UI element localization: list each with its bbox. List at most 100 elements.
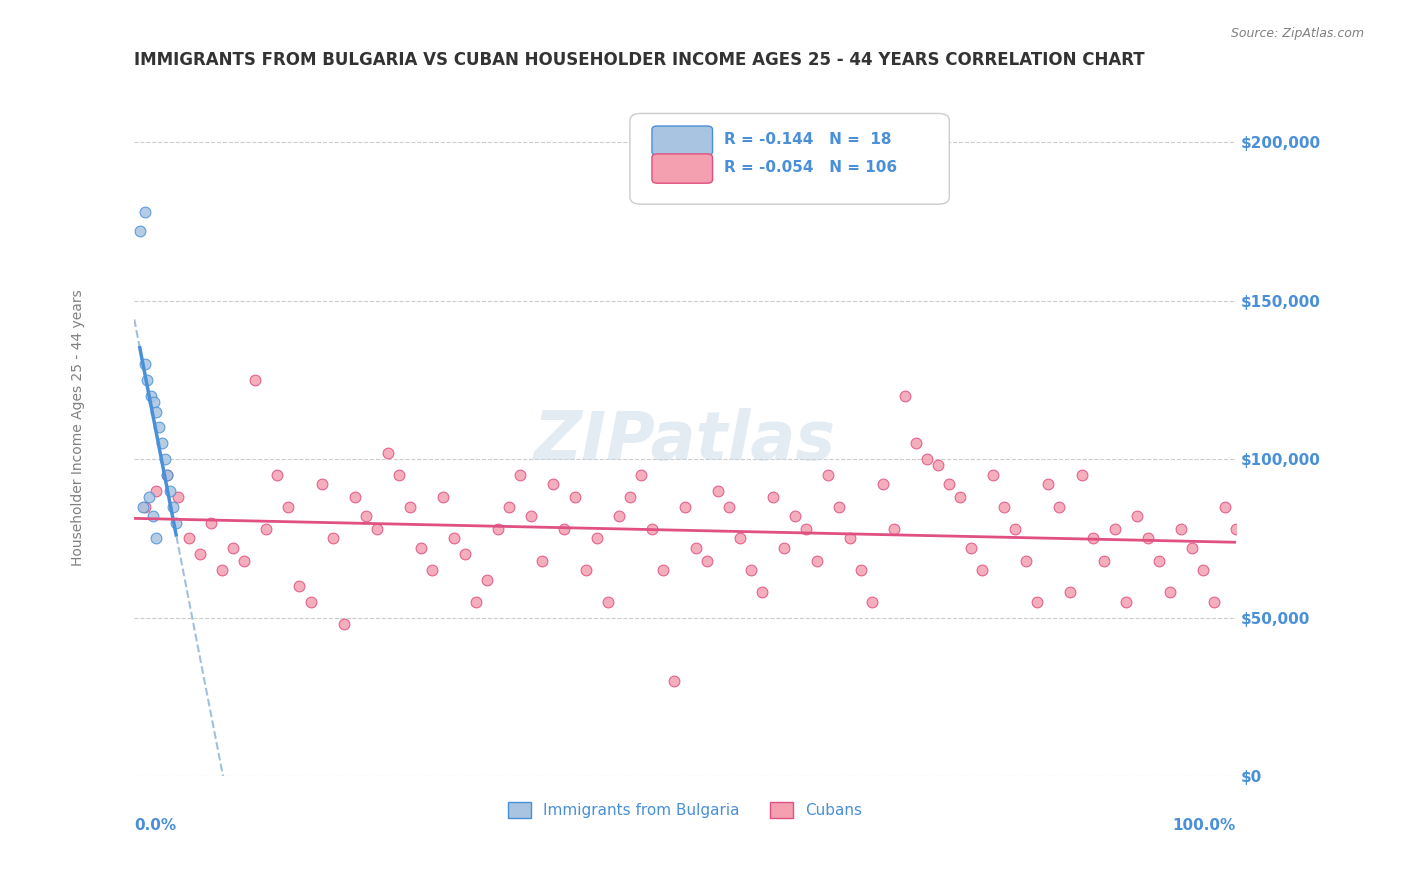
Point bbox=[1081, 532, 1104, 546]
Y-axis label: Householder Income Ages 25 - 44 years: Householder Income Ages 25 - 44 years bbox=[70, 289, 84, 566]
Point bbox=[409, 541, 432, 555]
Text: IMMIGRANTS FROM BULGARIA VS CUBAN HOUSEHOLDER INCOME AGES 25 - 44 YEARS CORRELAT: IMMIGRANTS FROM BULGARIA VS CUBAN HOUSEH… bbox=[135, 51, 1144, 69]
Point bbox=[707, 483, 730, 498]
Point bbox=[1092, 553, 1115, 567]
Point bbox=[1070, 467, 1092, 482]
Point bbox=[136, 373, 159, 387]
Point bbox=[486, 522, 509, 536]
Point bbox=[641, 522, 664, 536]
Point bbox=[860, 595, 883, 609]
Point bbox=[211, 563, 233, 577]
Point bbox=[277, 500, 299, 514]
Point bbox=[454, 547, 477, 561]
Point bbox=[190, 547, 212, 561]
Point bbox=[134, 204, 156, 219]
Point bbox=[145, 532, 167, 546]
Text: ZIPatlas: ZIPatlas bbox=[534, 409, 837, 475]
Text: Source: ZipAtlas.com: Source: ZipAtlas.com bbox=[1230, 27, 1364, 40]
Point bbox=[785, 509, 807, 524]
Text: R = -0.054   N = 106: R = -0.054 N = 106 bbox=[724, 161, 897, 176]
Point bbox=[530, 553, 553, 567]
Point bbox=[1026, 595, 1049, 609]
Point bbox=[1247, 573, 1270, 587]
Point bbox=[794, 522, 817, 536]
Point bbox=[905, 436, 928, 450]
Point bbox=[420, 563, 443, 577]
Text: 100.0%: 100.0% bbox=[1173, 818, 1236, 833]
Point bbox=[1038, 477, 1060, 491]
Point bbox=[1279, 553, 1302, 567]
Point bbox=[1191, 563, 1213, 577]
Legend: Immigrants from Bulgaria, Cubans: Immigrants from Bulgaria, Cubans bbox=[502, 797, 869, 824]
Point bbox=[1049, 500, 1071, 514]
Point bbox=[1004, 522, 1026, 536]
Point bbox=[179, 532, 201, 546]
Point bbox=[266, 467, 288, 482]
Point bbox=[586, 532, 609, 546]
Point bbox=[938, 477, 960, 491]
Point bbox=[630, 467, 652, 482]
Point bbox=[1125, 509, 1147, 524]
Point bbox=[817, 467, 839, 482]
Point bbox=[718, 500, 741, 514]
Point bbox=[1147, 553, 1170, 567]
Point bbox=[1225, 522, 1247, 536]
Point bbox=[619, 490, 641, 504]
Point bbox=[1059, 585, 1081, 599]
Point bbox=[520, 509, 543, 524]
Point bbox=[200, 516, 222, 530]
Point bbox=[828, 500, 851, 514]
Point bbox=[596, 595, 619, 609]
Point bbox=[256, 522, 278, 536]
Point bbox=[1257, 595, 1279, 609]
Point bbox=[1159, 585, 1181, 599]
Point bbox=[143, 395, 166, 409]
Point bbox=[575, 563, 598, 577]
FancyBboxPatch shape bbox=[630, 113, 949, 204]
Point bbox=[993, 500, 1015, 514]
Point bbox=[153, 452, 176, 467]
Point bbox=[162, 500, 184, 514]
Point bbox=[245, 373, 267, 387]
Point bbox=[156, 467, 179, 482]
Point bbox=[377, 446, 399, 460]
Point bbox=[751, 585, 773, 599]
Point bbox=[564, 490, 586, 504]
Point bbox=[388, 467, 411, 482]
Point bbox=[366, 522, 388, 536]
Point bbox=[332, 617, 354, 632]
Point bbox=[156, 467, 179, 482]
Point bbox=[322, 532, 344, 546]
Point bbox=[159, 483, 181, 498]
Point bbox=[233, 553, 256, 567]
Text: R = -0.144   N =  18: R = -0.144 N = 18 bbox=[724, 132, 891, 147]
Point bbox=[150, 436, 173, 450]
Point bbox=[917, 452, 939, 467]
Point bbox=[1202, 595, 1225, 609]
Point bbox=[299, 595, 322, 609]
Point bbox=[685, 541, 707, 555]
Point bbox=[541, 477, 564, 491]
Point bbox=[762, 490, 785, 504]
Text: 0.0%: 0.0% bbox=[135, 818, 176, 833]
Point bbox=[132, 500, 155, 514]
Point bbox=[1236, 553, 1258, 567]
Point bbox=[222, 541, 245, 555]
Point bbox=[138, 490, 160, 504]
Point bbox=[773, 541, 796, 555]
Point bbox=[1136, 532, 1159, 546]
Point bbox=[343, 490, 366, 504]
Point bbox=[851, 563, 873, 577]
Point bbox=[498, 500, 520, 514]
Point bbox=[432, 490, 454, 504]
Point bbox=[949, 490, 972, 504]
FancyBboxPatch shape bbox=[652, 126, 713, 155]
Point bbox=[927, 458, 949, 473]
Point bbox=[652, 563, 675, 577]
Point bbox=[311, 477, 333, 491]
Point bbox=[740, 563, 762, 577]
Point bbox=[1268, 541, 1291, 555]
Point bbox=[983, 467, 1005, 482]
Point bbox=[839, 532, 862, 546]
Point bbox=[883, 522, 905, 536]
